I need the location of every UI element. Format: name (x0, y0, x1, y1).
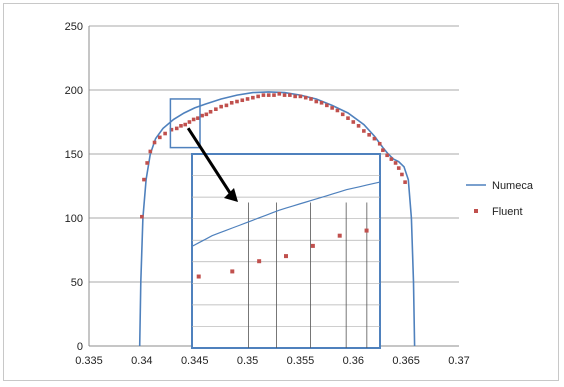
fluent-point (196, 116, 200, 120)
zoom-inset (169, 98, 381, 349)
fluent-point (158, 135, 162, 140)
x-tick-label: 0.37 (448, 355, 469, 367)
fluent-point (377, 141, 382, 146)
fluent-point (325, 103, 329, 108)
fluent-point (400, 172, 404, 177)
fluent-point (208, 109, 213, 114)
fluent-point (314, 99, 319, 104)
fluent-point (235, 99, 239, 104)
fluent-series (140, 92, 407, 219)
zoom-selection-box (169, 98, 201, 149)
y-tick-label: 250 (65, 21, 83, 33)
fluent-point (277, 92, 282, 96)
y-tick-label: 50 (71, 277, 83, 289)
fluent-point (187, 120, 192, 124)
inset-fluent-point (230, 269, 235, 274)
inset-fluent-point (196, 274, 201, 279)
fluent-point (362, 129, 366, 133)
fluent-point (266, 93, 271, 97)
y-tick-label: 0 (77, 341, 83, 353)
y-tick-label: 150 (65, 149, 83, 161)
fluent-point (346, 116, 350, 120)
fluent-point (298, 94, 303, 99)
inset-fluent-point (284, 254, 288, 259)
fluent-point (145, 161, 149, 165)
fluent-point (261, 93, 266, 97)
x-tick-label: 0.355 (287, 355, 315, 367)
fluent-point (393, 161, 398, 165)
numeca-line (138, 91, 416, 347)
fluent-point (389, 157, 394, 161)
fluent-point (229, 101, 234, 105)
fluent-point (282, 93, 287, 97)
zoom-arrow-head (224, 188, 238, 202)
x-tick-label: 0.365 (392, 355, 420, 367)
fluent-point (367, 133, 371, 137)
legend-fluent-swatch (474, 209, 478, 213)
fluent-point (148, 149, 153, 154)
fluent-point (179, 124, 183, 128)
fluent-point (214, 107, 218, 111)
legend-fluent-label: Fluent (492, 206, 523, 218)
legend: Numeca Fluent (466, 180, 534, 218)
fluent-point (385, 153, 389, 158)
fluent-point (251, 95, 255, 100)
fluent-point (288, 93, 292, 97)
fluent-point (330, 106, 334, 110)
x-tick-label: 0.35 (237, 355, 258, 367)
fluent-point (340, 112, 345, 117)
fluent-point (309, 97, 313, 101)
zoom-inset-frame (191, 153, 381, 349)
fluent-point (245, 97, 250, 101)
inset-fluent-point (337, 233, 342, 238)
fluent-point (142, 177, 146, 182)
fluent-point (240, 98, 245, 103)
fluent-point (356, 124, 361, 128)
legend-numeca-label: Numeca (492, 180, 534, 192)
fluent-point (152, 140, 157, 145)
x-tick-labels: 0.335 0.34 0.345 0.35 0.355 0.36 0.365 0.37 (75, 355, 469, 367)
fluent-point (396, 166, 401, 170)
fluent-point (200, 113, 204, 118)
numeca-series (138, 91, 416, 347)
fluent-point (319, 101, 324, 105)
fluent-point (219, 104, 223, 109)
inset-fluent-point (364, 228, 369, 233)
fluent-point (191, 117, 196, 122)
fluent-point (204, 112, 209, 117)
x-tick-label: 0.36 (343, 355, 364, 367)
fluent-point (351, 120, 356, 124)
fluent-point (372, 136, 377, 141)
inset-numeca-line (191, 181, 381, 247)
fluent-point (224, 103, 229, 108)
fluent-point (256, 94, 260, 99)
fluent-point (303, 95, 308, 100)
fluent-point (140, 214, 144, 219)
fluent-point (403, 180, 407, 184)
fluent-point (293, 94, 297, 99)
x-tick-label: 0.34 (131, 355, 152, 367)
fluent-point (272, 93, 276, 97)
inset-fluent-point (257, 259, 262, 264)
zoom-arrow (186, 127, 234, 197)
x-tick-label: 0.335 (75, 355, 103, 367)
fluent-point (335, 108, 340, 113)
fluent-point (163, 131, 167, 136)
x-tick-label: 0.345 (181, 355, 209, 367)
fluent-point (174, 126, 179, 131)
fluent-point (183, 122, 187, 127)
fluent-point (169, 127, 174, 132)
inset-fluent-point (310, 243, 315, 248)
fluent-point (381, 148, 385, 152)
y-tick-label: 200 (65, 85, 83, 97)
y-tick-label: 100 (65, 213, 83, 225)
y-tick-labels: 0 50 100 150 200 250 (65, 21, 83, 353)
